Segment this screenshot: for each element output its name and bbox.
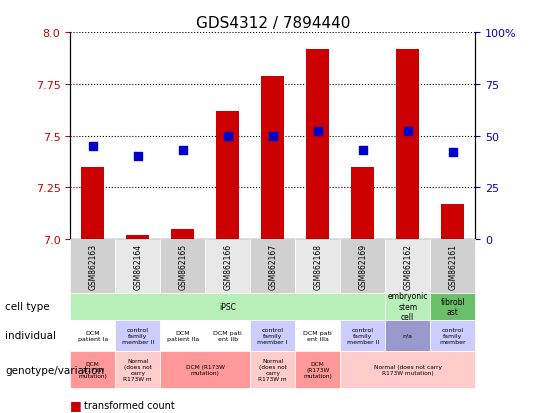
Text: ■: ■ xyxy=(70,398,82,411)
Text: GSM862169: GSM862169 xyxy=(358,243,367,290)
Text: DCM
(R173W
mutation): DCM (R173W mutation) xyxy=(303,361,332,378)
Bar xyxy=(126,235,149,240)
Text: GSM862166: GSM862166 xyxy=(223,243,232,290)
Bar xyxy=(307,50,329,240)
Text: DCM
patient Ia: DCM patient Ia xyxy=(78,330,108,341)
Text: Normal (does not carry
R173W mutation): Normal (does not carry R173W mutation) xyxy=(374,364,442,375)
Text: genotype/variation: genotype/variation xyxy=(5,365,105,375)
Text: control
family
member: control family member xyxy=(440,327,466,344)
Text: GSM862161: GSM862161 xyxy=(448,243,457,290)
Text: GSM862165: GSM862165 xyxy=(178,243,187,290)
Title: GDS4312 / 7894440: GDS4312 / 7894440 xyxy=(195,16,350,31)
Text: GSM862163: GSM862163 xyxy=(88,243,97,290)
Text: control
family
member II: control family member II xyxy=(347,327,379,344)
Text: embryonic
stem
cell: embryonic stem cell xyxy=(387,292,428,321)
Text: individual: individual xyxy=(5,330,56,341)
Text: fibrobl
ast: fibrobl ast xyxy=(440,297,465,316)
Point xyxy=(133,154,142,160)
Point xyxy=(403,129,412,135)
Bar xyxy=(352,167,374,240)
Text: n/a: n/a xyxy=(403,333,413,338)
Text: GSM862164: GSM862164 xyxy=(133,243,142,290)
Text: Normal
(does not
carry
R173W m: Normal (does not carry R173W m xyxy=(258,358,287,381)
Text: iPSC: iPSC xyxy=(219,302,236,311)
Text: DCM
(R173W
mutation): DCM (R173W mutation) xyxy=(78,361,107,378)
Point xyxy=(89,143,97,150)
Text: GSM862162: GSM862162 xyxy=(403,243,412,290)
Text: DCM pati
ent IIIa: DCM pati ent IIIa xyxy=(303,330,332,341)
Text: DCM (R173W
mutation): DCM (R173W mutation) xyxy=(186,364,225,375)
Bar xyxy=(442,204,464,240)
Bar xyxy=(396,50,419,240)
Text: control
family
member II: control family member II xyxy=(122,327,154,344)
Text: DCM pati
ent IIb: DCM pati ent IIb xyxy=(213,330,242,341)
Point xyxy=(268,133,277,140)
Text: DCM
patient IIa: DCM patient IIa xyxy=(167,330,199,341)
Text: control
family
member I: control family member I xyxy=(258,327,288,344)
Text: Normal
(does not
carry
R173W m: Normal (does not carry R173W m xyxy=(123,358,152,381)
Text: GSM862168: GSM862168 xyxy=(313,243,322,290)
Bar xyxy=(217,112,239,240)
Bar xyxy=(172,229,194,240)
Bar xyxy=(261,76,284,240)
Point xyxy=(313,129,322,135)
Text: cell type: cell type xyxy=(5,301,50,312)
Point xyxy=(178,147,187,154)
Point xyxy=(359,147,367,154)
Point xyxy=(224,133,232,140)
Text: transformed count: transformed count xyxy=(84,400,174,410)
Bar xyxy=(82,167,104,240)
Text: GSM862167: GSM862167 xyxy=(268,243,277,290)
Point xyxy=(448,150,457,156)
